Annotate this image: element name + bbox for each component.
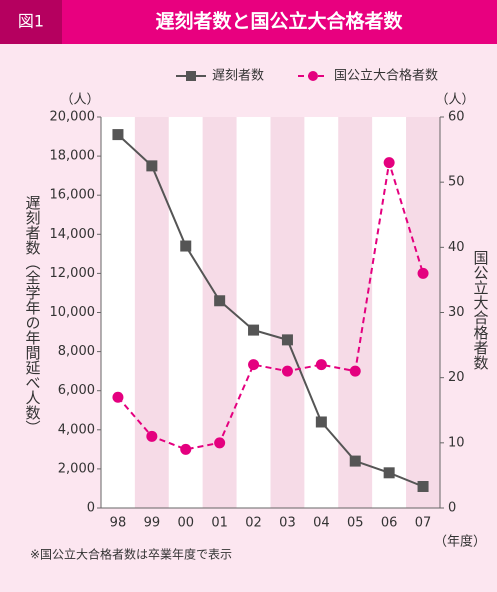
marker <box>281 334 293 346</box>
figure-label-box <box>0 0 62 44</box>
y-tick-label: 18,000 <box>50 149 96 164</box>
x-tick-label: 02 <box>245 516 262 531</box>
column-stripe <box>304 117 339 508</box>
x-tick-label: 00 <box>177 516 194 531</box>
footnote: ※国公立大合格者数は卒業年度で表示 <box>30 547 232 562</box>
marker <box>146 430 158 442</box>
header-bar <box>0 0 497 44</box>
marker <box>214 437 226 449</box>
x-tick-label: 05 <box>347 516 364 531</box>
x-tick-label: 06 <box>381 516 398 531</box>
x-tick-label: 99 <box>144 516 161 531</box>
column-stripe <box>134 117 169 508</box>
marker <box>281 365 293 377</box>
y2-axis-label: 国公立大合格者数 <box>472 250 490 370</box>
marker <box>214 295 226 307</box>
y2-tick-label: 50 <box>448 175 465 190</box>
plot <box>100 117 441 509</box>
marker <box>248 359 260 371</box>
figure-label: 図1 <box>18 12 44 31</box>
marker <box>383 157 395 169</box>
y-tick-label: 6,000 <box>58 383 95 398</box>
chart-title: 遅刻者数と国公立大合格者数 <box>155 10 403 33</box>
y-tick-label: 20,000 <box>50 110 96 125</box>
y2-tick-label: 20 <box>448 370 465 385</box>
column-stripe <box>338 117 373 508</box>
column-stripe <box>202 117 237 508</box>
marker <box>180 240 192 252</box>
y2-tick-label: 10 <box>448 435 465 450</box>
y2-tick-label: 60 <box>448 110 465 125</box>
y-tick-label: 0 <box>87 501 95 516</box>
y-tick-label: 2,000 <box>58 461 95 476</box>
legend-marker <box>308 71 318 81</box>
legend-label: 遅刻者数 <box>212 69 264 84</box>
legend-marker <box>186 71 196 81</box>
legend-label: 国公立大合格者数 <box>334 68 438 84</box>
column-stripe <box>270 117 305 508</box>
y-tick-label: 4,000 <box>58 422 95 437</box>
marker <box>349 365 361 377</box>
y2-tick-label: 40 <box>448 240 465 255</box>
marker <box>112 129 124 141</box>
column-stripe <box>406 117 440 508</box>
y-tick-label: 14,000 <box>50 227 96 242</box>
y2-tick-label: 30 <box>448 305 465 320</box>
column-stripe <box>236 117 271 508</box>
column-stripe <box>101 117 135 508</box>
marker <box>248 324 260 336</box>
marker <box>417 480 429 492</box>
x-tick-label: 01 <box>211 516 228 531</box>
marker <box>417 267 429 279</box>
marker <box>146 160 158 172</box>
y-unit: （人） <box>60 93 99 108</box>
marker <box>315 359 327 371</box>
y-tick-label: 8,000 <box>58 344 95 359</box>
x-tick-label: 07 <box>415 516 432 531</box>
series-line <box>117 133 424 488</box>
marker <box>315 416 327 428</box>
y-tick-label: 12,000 <box>50 266 96 281</box>
x-tick-label: 98 <box>110 516 127 531</box>
x-unit: （年度） <box>434 534 486 550</box>
marker <box>383 467 395 479</box>
series-line <box>117 162 425 451</box>
marker <box>112 391 124 403</box>
x-tick-label: 04 <box>313 516 330 531</box>
column-stripe <box>168 117 203 508</box>
y-tick-label: 10,000 <box>50 305 96 320</box>
y-tick-label: 16,000 <box>50 188 96 203</box>
y-axis-label: 遅刻者数（全学年の年間延べ人数） <box>24 195 42 435</box>
y2-tick-label: 0 <box>448 501 456 516</box>
marker <box>180 443 192 455</box>
marker <box>349 455 361 467</box>
y2-unit: （人） <box>435 93 474 108</box>
x-tick-label: 03 <box>279 516 296 531</box>
column-stripe <box>372 117 407 508</box>
